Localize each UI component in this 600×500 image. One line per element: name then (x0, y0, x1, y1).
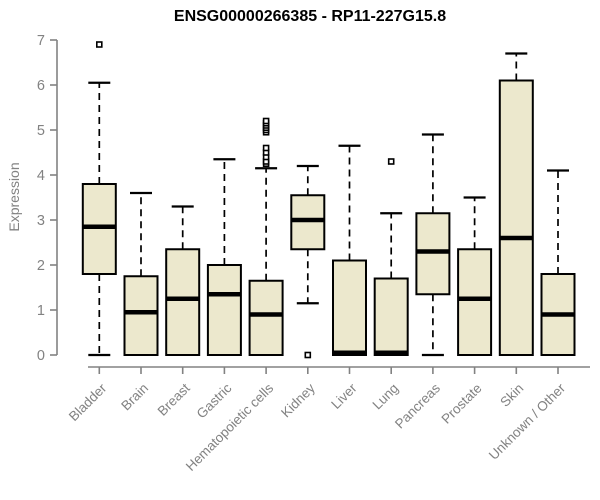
iqr-box (332, 259, 367, 356)
iqr-box (206, 264, 242, 356)
boxplot-breast (165, 205, 201, 356)
outlier-point (387, 158, 395, 165)
x-category-label: Unknown / Other (486, 380, 569, 463)
x-category-label: Liver (328, 380, 360, 412)
y-tick-label: 2 (37, 258, 45, 274)
x-category-label: Lung (369, 381, 401, 413)
boxplot-bladder (81, 41, 117, 357)
outlier-point (304, 351, 312, 359)
x-category-label: Bladder (66, 380, 110, 424)
boxplot-brain (123, 191, 159, 356)
x-category-label: Brain (118, 381, 151, 414)
boxplot-skin (498, 52, 534, 356)
iqr-box (165, 248, 201, 356)
boxplot-pancreas (415, 133, 451, 357)
x-category-label: Gastric (194, 380, 235, 421)
iqr-box (373, 277, 409, 356)
y-tick-label: 1 (37, 303, 45, 319)
outlier-point (262, 144, 270, 152)
chart-title: ENSG00000266385 - RP11-227G15.8 (173, 8, 447, 25)
iqr-box (457, 248, 493, 356)
iqr-box (248, 279, 284, 356)
y-tick-label: 3 (37, 213, 45, 229)
boxplot-unknown-other (540, 169, 576, 356)
iqr-box (498, 79, 534, 356)
boxplot-lung (373, 158, 409, 356)
boxplot-hematopoietic-cells (248, 117, 284, 356)
boxplot-liver (332, 144, 367, 356)
outlier-point (262, 117, 270, 125)
x-category-label: Pancreas (392, 380, 443, 431)
y-tick-label: 5 (37, 123, 45, 139)
y-tick-label: 4 (37, 168, 45, 184)
x-category-label: Breast (155, 380, 193, 418)
x-category-label: Skin (497, 381, 526, 410)
boxplot-gastric (206, 158, 242, 356)
outlier-point (96, 41, 103, 48)
boxplot-kidney (290, 164, 326, 359)
y-tick-label: 7 (37, 33, 45, 49)
y-tick-label: 6 (37, 78, 45, 94)
iqr-box (123, 275, 159, 356)
y-axis-title: Expression (6, 162, 22, 232)
y-tick-label: 0 (37, 348, 45, 364)
x-category-label: Kidney (278, 380, 318, 420)
x-category-label: Prostate (439, 381, 485, 427)
boxplot-prostate (457, 196, 493, 356)
